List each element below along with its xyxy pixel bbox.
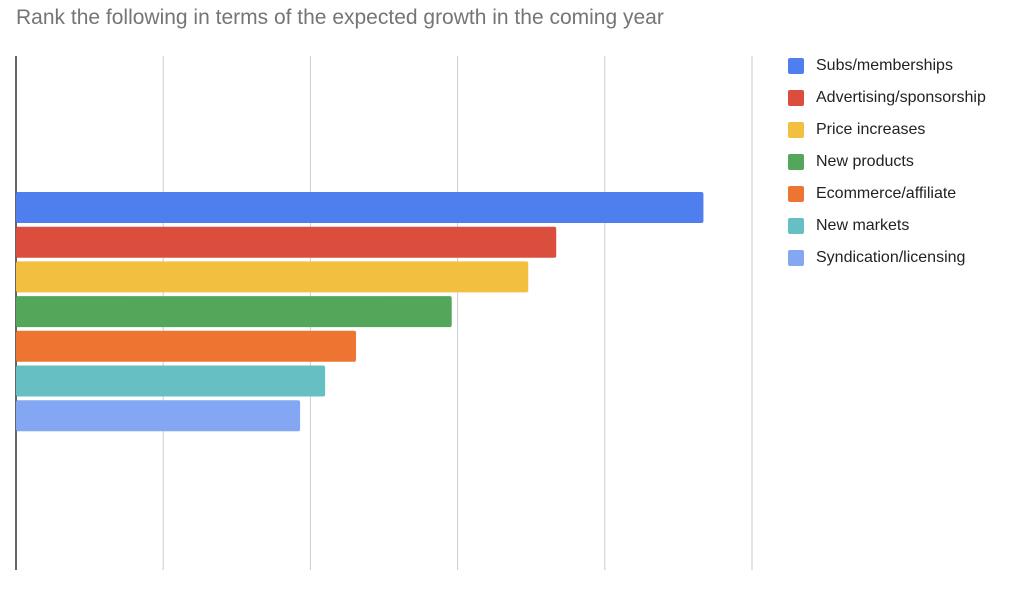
bar-advertising-sponsorship: [16, 226, 557, 258]
legend-item: Syndication/licensing: [788, 242, 1018, 274]
legend-label: Advertising/sponsorship: [816, 89, 986, 106]
legend-label: New markets: [816, 217, 910, 234]
legend-swatch: [788, 122, 804, 138]
legend-label: Ecommerce/affiliate: [816, 185, 957, 202]
legend-item: New products: [788, 146, 1018, 178]
legend-label: Syndication/licensing: [816, 249, 966, 266]
legend-item: Price increases: [788, 114, 1018, 146]
legend-label: New products: [816, 153, 914, 170]
legend-label: Subs/memberships: [816, 57, 953, 74]
chart-title: Rank the following in terms of the expec…: [16, 6, 664, 29]
legend-label: Price increases: [816, 121, 926, 138]
bar-new-products: [16, 296, 452, 328]
bar-subs-memberships: [16, 192, 704, 223]
legend-swatch: [788, 90, 804, 106]
legend-swatch: [788, 154, 804, 170]
legend-swatch: [788, 250, 804, 266]
bars: [16, 192, 704, 432]
legend: Subs/memberships Advertising/sponsorship P…: [788, 50, 1018, 274]
bar-ecommerce-affiliate: [16, 330, 357, 362]
legend-item: Subs/memberships: [788, 50, 1018, 82]
legend-swatch: [788, 218, 804, 234]
legend-item: Advertising/sponsorship: [788, 82, 1018, 114]
bar-new-markets: [16, 365, 326, 397]
bar-price-increases: [16, 261, 529, 293]
legend-item: New markets: [788, 210, 1018, 242]
legend-swatch: [788, 58, 804, 74]
bar-syndication-licensing: [16, 400, 301, 432]
legend-swatch: [788, 186, 804, 202]
legend-item: Ecommerce/affiliate: [788, 178, 1018, 210]
